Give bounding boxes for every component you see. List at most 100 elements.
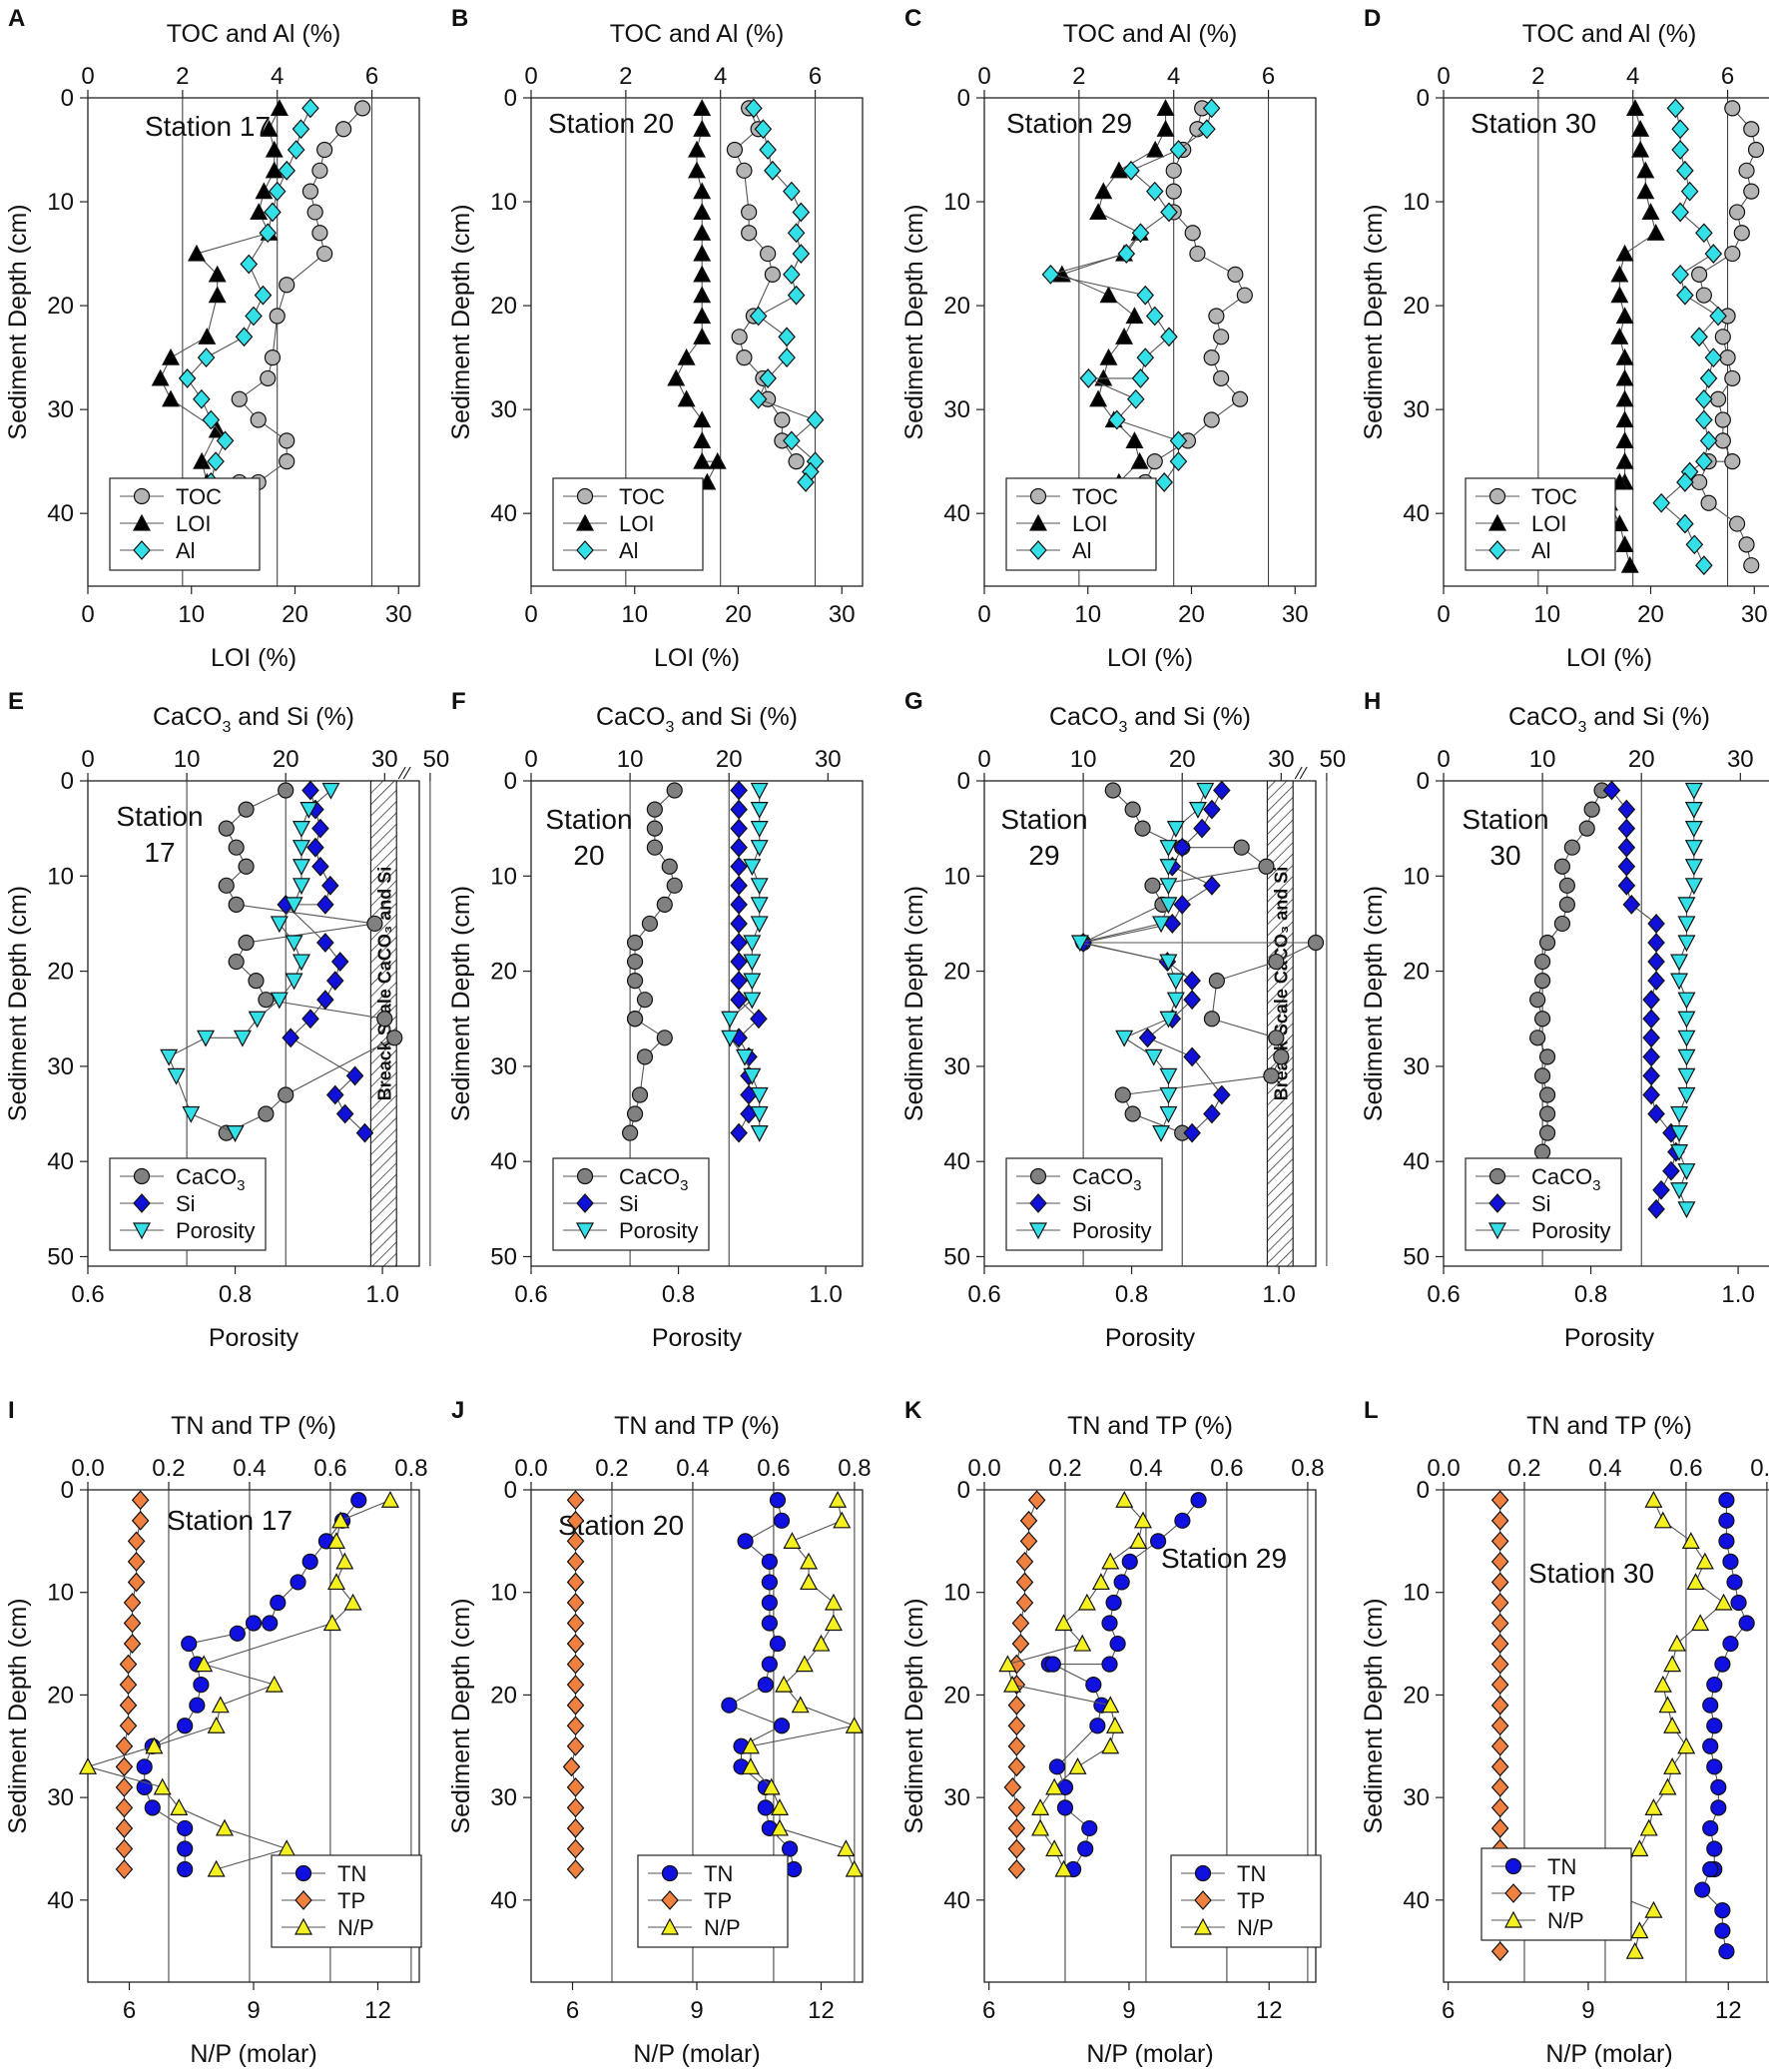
data-point — [1126, 388, 1145, 409]
data-point — [177, 1718, 194, 1734]
y-tick-label: 10 — [943, 863, 970, 890]
data-point — [845, 1859, 864, 1877]
panel-B: B TOC and Al (%) 0 2 4 6 0 10 20 30 LOI (%) 0 10 20 30… — [447, 5, 864, 672]
data-point — [1710, 1799, 1727, 1816]
data-point — [730, 914, 748, 934]
data-point — [566, 1613, 585, 1634]
legend-label: TN — [704, 1861, 733, 1886]
data-point — [197, 347, 216, 368]
data-point — [1738, 162, 1755, 179]
data-point — [198, 328, 217, 345]
top-axis-label-sub: 3 — [1577, 719, 1586, 736]
bottom-tick-label: 12 — [1715, 1997, 1742, 2024]
data-point — [1699, 430, 1718, 451]
plot-frame — [1443, 97, 1769, 587]
data-point — [1615, 368, 1634, 386]
data-point — [741, 1736, 760, 1754]
data-point — [1490, 1654, 1509, 1675]
top-tick-label: 0.4 — [233, 1455, 266, 1482]
data-point — [250, 203, 269, 221]
data-point — [1671, 264, 1689, 285]
series-si — [1074, 780, 1231, 1143]
data-point — [566, 1859, 585, 1879]
y-tick-label: 40 — [943, 500, 970, 527]
data-point — [1159, 1067, 1178, 1085]
data-point — [245, 1615, 263, 1632]
data-point — [783, 181, 801, 202]
bottom-tick-label: 12 — [808, 1997, 835, 2024]
series-line — [1144, 108, 1246, 483]
legend-marker — [1504, 1883, 1522, 1903]
legend-label: TN — [1547, 1854, 1576, 1879]
data-point — [1007, 1695, 1026, 1716]
data-point — [1236, 287, 1253, 304]
panel-letter: H — [1364, 688, 1381, 715]
legend-label: TP — [704, 1888, 732, 1913]
y-tick-label: 40 — [47, 1887, 74, 1914]
data-point — [566, 1490, 585, 1511]
data-point — [745, 98, 763, 119]
y-tick-label: 10 — [1403, 189, 1430, 216]
data-point — [761, 1553, 778, 1570]
data-point — [1146, 140, 1165, 158]
legend-marker — [295, 1917, 312, 1935]
data-point — [248, 973, 265, 990]
data-point — [1718, 1533, 1735, 1550]
panel-D: D TOC and Al (%) 0 2 4 6 0 10 20 30 LOI (%) 0 10 20 30… — [1360, 5, 1769, 672]
data-point — [566, 1797, 585, 1818]
data-point — [1273, 1048, 1290, 1065]
data-point — [1027, 1490, 1046, 1511]
data-point — [566, 1654, 585, 1675]
data-point — [278, 782, 295, 799]
data-point — [1155, 472, 1174, 492]
legend-marker — [133, 1193, 151, 1213]
data-point — [1130, 451, 1149, 469]
data-point — [1125, 307, 1144, 325]
data-point — [1653, 1675, 1672, 1693]
data-point — [260, 369, 277, 387]
data-point — [1610, 328, 1629, 345]
data-point — [1534, 1011, 1551, 1028]
data-point — [1156, 119, 1175, 137]
data-point — [119, 1675, 138, 1696]
data-point — [1159, 1086, 1178, 1104]
data-point — [824, 1614, 843, 1632]
data-point — [1031, 1818, 1050, 1836]
data-point — [269, 308, 286, 325]
data-point — [1136, 285, 1155, 306]
bottom-tick-label: 1.0 — [809, 1281, 842, 1308]
data-point — [737, 1533, 754, 1550]
y-tick-label: 30 — [943, 1784, 970, 1811]
data-point — [806, 409, 825, 430]
data-point — [1706, 1677, 1723, 1694]
data-point — [123, 1634, 142, 1654]
data-point — [1578, 820, 1595, 837]
legend-marker — [576, 1222, 594, 1240]
data-point — [1183, 1122, 1201, 1143]
top-tick-label: 20 — [716, 746, 743, 773]
plot-frame — [87, 97, 420, 587]
data-point — [1490, 1818, 1509, 1838]
data-point — [1663, 1716, 1682, 1733]
top-tick-label: 0.2 — [595, 1455, 628, 1482]
data-point — [1159, 954, 1178, 972]
data-point — [316, 894, 334, 915]
data-point — [688, 161, 706, 179]
data-point — [1268, 1030, 1285, 1046]
data-point — [1007, 1716, 1026, 1736]
data-point — [278, 1086, 295, 1103]
data-point — [1706, 1840, 1723, 1857]
data-point — [1233, 839, 1250, 856]
bottom-tick-label: 30 — [1282, 601, 1309, 628]
bottom-tick-label: 6 — [566, 1997, 579, 2024]
data-point — [730, 875, 748, 896]
data-point — [1644, 1900, 1663, 1918]
data-point — [786, 1860, 803, 1878]
top-tick-label: 0.8 — [394, 1455, 427, 1482]
series-al — [745, 98, 825, 492]
top-tick-label: 50 — [1320, 746, 1347, 773]
data-point — [1695, 555, 1713, 576]
